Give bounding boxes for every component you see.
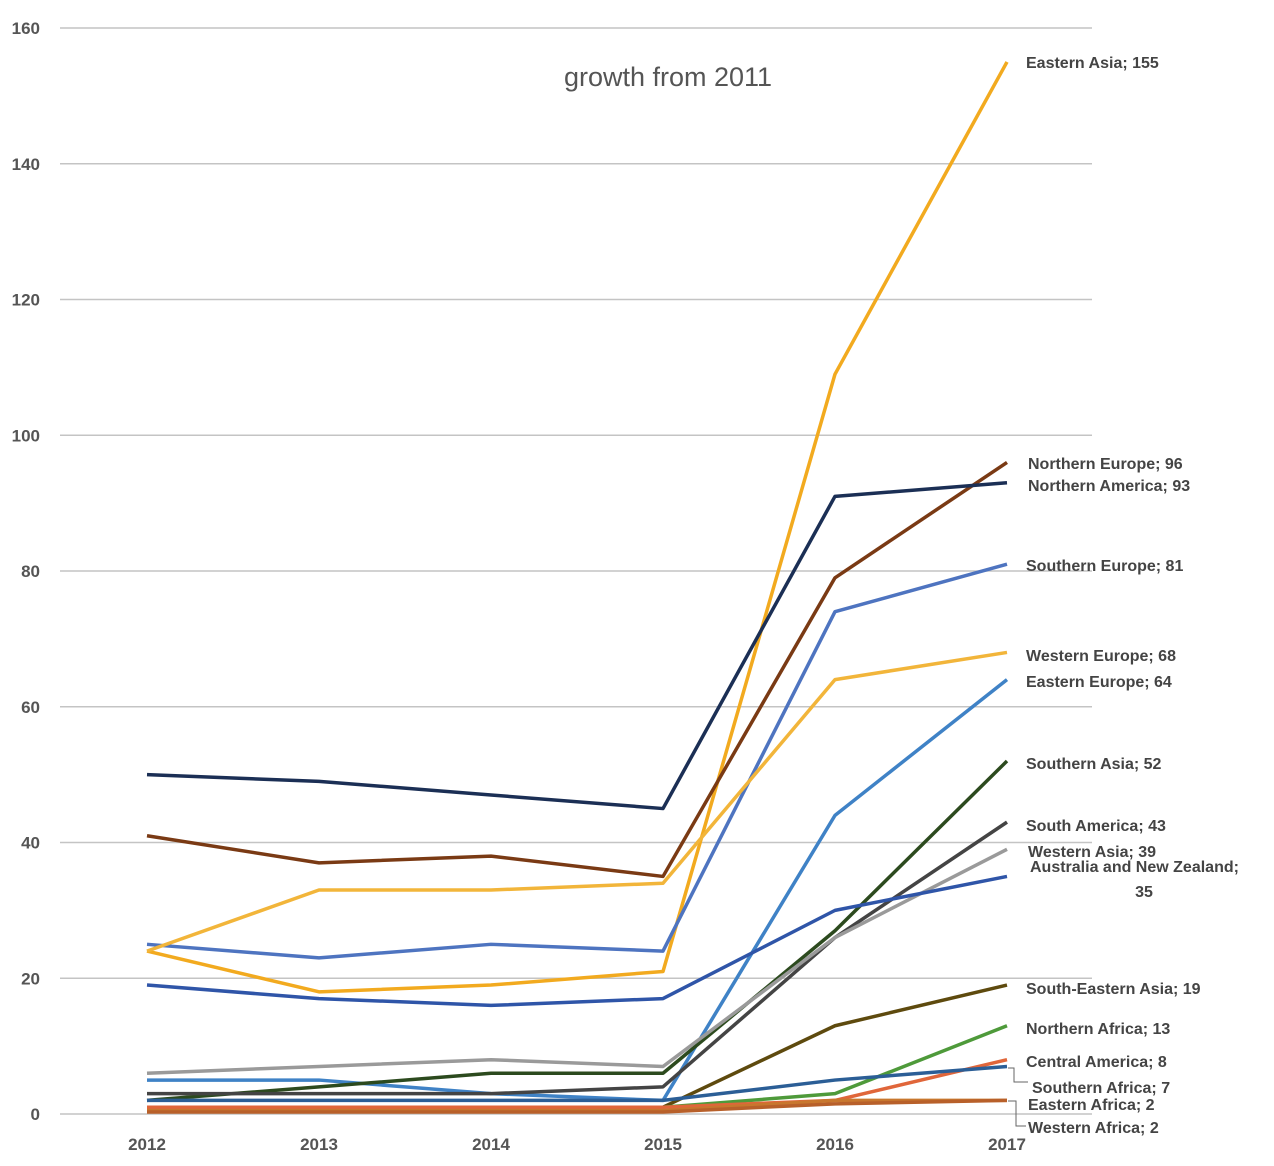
chart-title: growth from 2011: [564, 62, 772, 92]
end-label-western-asia: Western Asia; 39: [1028, 844, 1156, 861]
x-axis-ticks: 2012 2013 2014 2015 2016 2017: [128, 1135, 1026, 1154]
y-tick-label: 60: [21, 698, 40, 717]
end-label-western-africa: Western Africa; 2: [1028, 1120, 1159, 1137]
end-label-western-europe: Western Europe; 68: [1026, 648, 1176, 665]
gridlines: [60, 27, 1092, 1115]
end-label-northern-america: Northern America; 93: [1028, 478, 1190, 495]
end-label-south-eastern-asia: South-Eastern Asia; 19: [1026, 981, 1201, 998]
end-label-southern-asia: Southern Asia; 52: [1026, 756, 1162, 773]
x-tick-label: 2013: [300, 1135, 338, 1154]
y-tick-label: 160: [12, 19, 40, 38]
series-line-central-america: [147, 1057, 1008, 1109]
series-lines: [146, 61, 1009, 1114]
series-line-western-europe: [146, 650, 1008, 953]
series-line-northern-america: [146, 481, 1008, 811]
x-tick-label: 2017: [988, 1135, 1026, 1154]
series-line-western-asia: [146, 847, 1008, 1076]
y-tick-label: 20: [21, 969, 40, 988]
leader-line: [1008, 1067, 1028, 1083]
end-label-northern-europe: Northern Europe; 96: [1028, 456, 1183, 473]
y-tick-label: 120: [12, 291, 40, 310]
series-line-australia-and-new-zealand: [146, 874, 1008, 1008]
end-label-northern-africa: Northern Africa; 13: [1026, 1021, 1170, 1038]
end-label-australia-and-new-zealand-value: 35: [1135, 884, 1153, 901]
series-line-northern-europe: [146, 460, 1008, 879]
series-line-southern-africa: [147, 1064, 1008, 1103]
series-line-western-africa: [147, 1098, 1008, 1114]
x-tick-label: 2015: [644, 1135, 682, 1154]
end-label-southern-europe: Southern Europe; 81: [1026, 558, 1183, 575]
x-tick-label: 2012: [128, 1135, 166, 1154]
leader-line: [1008, 1100, 1026, 1127]
end-label-australia-and-new-zealand: Australia and New Zealand;: [1030, 859, 1239, 876]
end-label-south-america: South America; 43: [1026, 818, 1166, 835]
y-tick-label: 0: [31, 1105, 40, 1124]
series-line-southern-asia: [146, 759, 1009, 1103]
series-end-labels: Eastern Asia; 155 Northern Europe; 96 Nort…: [1008, 55, 1239, 1137]
x-tick-label: 2014: [472, 1135, 510, 1154]
series-line-southern-europe: [146, 562, 1008, 960]
y-tick-label: 40: [21, 834, 40, 853]
x-tick-label: 2016: [816, 1135, 854, 1154]
y-tick-label: 80: [21, 562, 40, 581]
y-axis-ticks: 0 20 40 60 80 100 120 140 160: [12, 19, 40, 1124]
series-line-eastern-europe: [147, 678, 1009, 1103]
series-line-eastern-asia: [146, 61, 1009, 994]
end-label-eastern-asia: Eastern Asia; 155: [1026, 55, 1159, 72]
end-label-eastern-europe: Eastern Europe; 64: [1026, 674, 1172, 691]
end-label-central-america: Central America; 8: [1026, 1054, 1167, 1071]
y-tick-label: 140: [12, 155, 40, 174]
y-tick-label: 100: [12, 426, 40, 445]
end-label-eastern-africa: Eastern Africa; 2: [1028, 1097, 1155, 1114]
series-line-south-america: [147, 820, 1008, 1096]
end-label-southern-africa: Southern Africa; 7: [1032, 1080, 1170, 1097]
